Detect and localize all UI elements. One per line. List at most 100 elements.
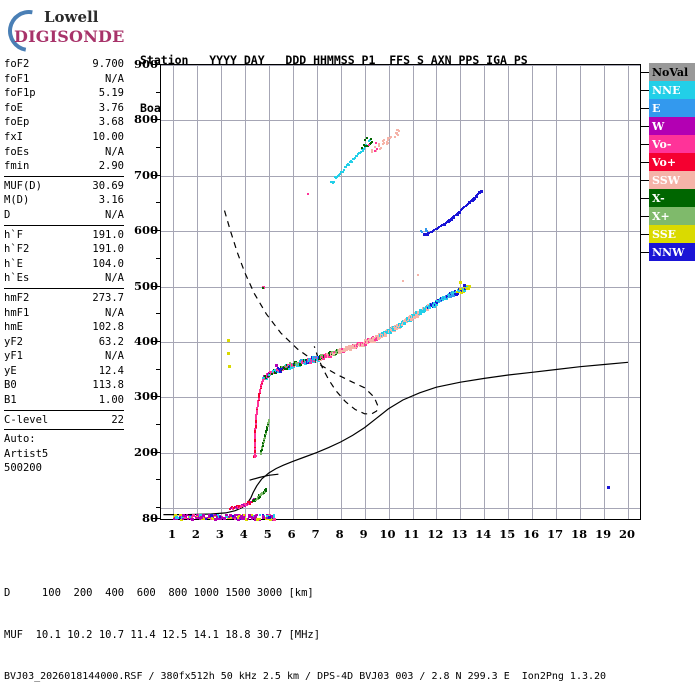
echo-point bbox=[265, 431, 267, 434]
x-tick-label: 15 bbox=[499, 527, 516, 541]
grid-vline bbox=[340, 65, 342, 519]
echo-point bbox=[329, 354, 333, 358]
param-row: hmE 102.8 bbox=[4, 320, 124, 335]
echo-point bbox=[253, 446, 256, 449]
legend-item-ssw[interactable]: SSW bbox=[649, 171, 695, 189]
echo-point bbox=[386, 328, 389, 331]
echo-point bbox=[271, 515, 275, 519]
param-auto-program: Artist5 bbox=[4, 447, 49, 460]
y-tick bbox=[156, 147, 161, 148]
echo-point bbox=[358, 344, 361, 347]
legend-item-vo[interactable]: Vo- bbox=[649, 135, 695, 153]
echo-point bbox=[267, 420, 270, 423]
param-value: N/A bbox=[105, 350, 124, 363]
echo-point bbox=[336, 175, 339, 178]
echo-point bbox=[258, 496, 261, 499]
y-axis-labels: 900 800 700 600 500 400 300 200 80 bbox=[128, 58, 158, 524]
y-tick-label: 600 bbox=[133, 223, 158, 238]
legend-item-nnw[interactable]: NNW bbox=[649, 243, 695, 261]
echo-point bbox=[258, 394, 261, 397]
direction-legend: NoVal NNE E W Vo- Vo+ SSW X- X+ SSE NNW bbox=[649, 63, 695, 261]
y-tick-label: 200 bbox=[133, 444, 158, 459]
echo-point bbox=[239, 515, 242, 518]
legend-item-x[interactable]: X+ bbox=[649, 207, 695, 225]
echo-point bbox=[362, 150, 365, 153]
echo-point bbox=[248, 515, 252, 519]
param-value: 63.2 bbox=[98, 335, 124, 348]
echo-point bbox=[191, 517, 195, 521]
echo-point bbox=[179, 515, 182, 518]
echo-point bbox=[606, 485, 610, 489]
legend-tick bbox=[641, 234, 649, 235]
echo-point bbox=[259, 387, 262, 390]
echo-point bbox=[254, 431, 257, 434]
y-tick bbox=[156, 368, 161, 370]
echo-point bbox=[364, 146, 367, 149]
echo-point bbox=[180, 517, 184, 521]
legend-item-noval[interactable]: NoVal bbox=[649, 63, 695, 81]
echo-point bbox=[348, 164, 351, 167]
echo-point bbox=[261, 447, 263, 450]
echo-point bbox=[176, 516, 179, 519]
legend-item-w[interactable]: W bbox=[649, 117, 695, 135]
echo-point bbox=[264, 490, 267, 493]
echo-point bbox=[422, 309, 426, 313]
echo-point bbox=[331, 182, 334, 185]
grid-vline bbox=[196, 65, 198, 519]
echo-point bbox=[369, 337, 372, 340]
echo-point bbox=[231, 505, 233, 508]
echo-point bbox=[261, 378, 264, 381]
legend-item-sse[interactable]: SSE bbox=[649, 225, 695, 243]
param-value: 10.00 bbox=[92, 130, 124, 143]
echo-point bbox=[455, 291, 459, 295]
echo-point bbox=[340, 351, 343, 354]
echo-point bbox=[213, 513, 216, 516]
grid-vline bbox=[220, 65, 222, 519]
echo-point bbox=[262, 493, 265, 495]
ionogram-plot-area[interactable] bbox=[160, 64, 641, 522]
echo-point bbox=[254, 433, 257, 436]
echo-point bbox=[469, 200, 472, 203]
echo-point bbox=[255, 518, 259, 522]
echo-point bbox=[235, 518, 238, 520]
echo-point bbox=[180, 515, 184, 519]
echo-point bbox=[260, 385, 263, 388]
param-value: 3.16 bbox=[98, 194, 124, 207]
grid-hline bbox=[161, 452, 640, 454]
echo-point bbox=[386, 142, 389, 145]
param-row: MUF(D) 30.69 bbox=[4, 179, 124, 194]
echo-point bbox=[426, 304, 429, 307]
x-tick-label: 4 bbox=[239, 527, 248, 541]
legend-item-x[interactable]: X- bbox=[649, 189, 695, 207]
param-key: M(D) bbox=[4, 194, 30, 207]
echo-point bbox=[226, 352, 230, 356]
echo-point bbox=[231, 515, 234, 518]
legend-item-nne[interactable]: NNE bbox=[649, 81, 695, 99]
echo-point bbox=[396, 132, 399, 135]
echo-point bbox=[454, 213, 457, 216]
echo-point bbox=[243, 513, 246, 516]
legend-item-vo[interactable]: Vo+ bbox=[649, 153, 695, 171]
echo-point bbox=[286, 366, 289, 370]
echo-point bbox=[262, 441, 265, 444]
echo-point bbox=[255, 417, 258, 420]
echo-point bbox=[435, 227, 438, 230]
grid-vline bbox=[628, 65, 629, 519]
echo-point bbox=[260, 448, 263, 451]
echo-point bbox=[223, 516, 226, 519]
param-key: yF1 bbox=[4, 350, 23, 363]
echo-point bbox=[266, 426, 269, 428]
echo-point bbox=[262, 440, 265, 443]
echo-point bbox=[477, 192, 479, 195]
grid-hline bbox=[161, 231, 640, 233]
echo-point bbox=[236, 506, 239, 509]
echo-point bbox=[462, 289, 466, 293]
param-key: yE bbox=[4, 364, 17, 377]
echo-point bbox=[257, 396, 260, 399]
legend-item-e[interactable]: E bbox=[649, 99, 695, 117]
echo-point bbox=[352, 346, 355, 349]
echo-point bbox=[369, 139, 372, 142]
y-tick bbox=[152, 518, 161, 519]
echo-point bbox=[313, 359, 316, 362]
param-value: N/A bbox=[105, 145, 124, 158]
